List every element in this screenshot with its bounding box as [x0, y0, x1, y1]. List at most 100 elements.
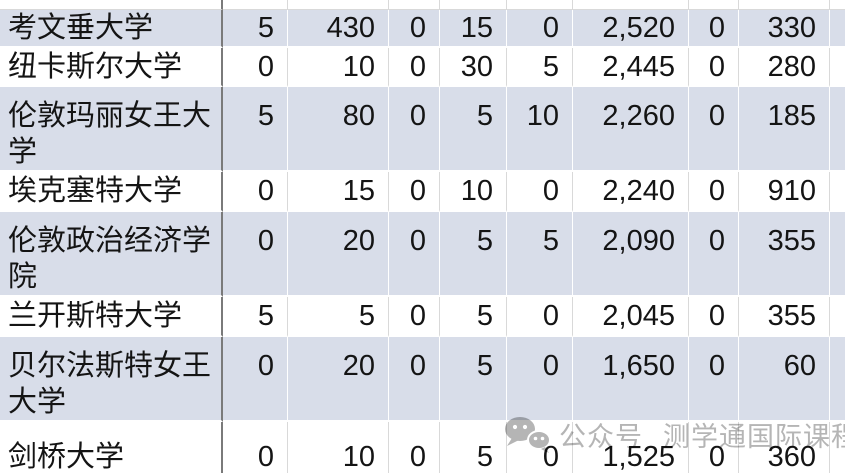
value-cell: 5 — [440, 87, 507, 172]
cut-column-cell — [830, 87, 845, 172]
value-cell: 0 — [507, 172, 573, 212]
value-cell: 0 — [689, 10, 739, 48]
value-cell: 80 — [288, 87, 389, 172]
value-cell: 0 — [507, 422, 573, 473]
value-cell: 0 — [223, 48, 288, 87]
university-name-cell: 纽卡斯尔大学 — [0, 48, 223, 87]
university-name-cell: 考文垂大学 — [0, 10, 223, 48]
table-row: 贝尔法斯特女王大学 0 20 0 5 0 1,650 0 60 — [0, 337, 845, 422]
value-cell: 2,520 — [573, 10, 689, 48]
value-cell: 15 — [440, 10, 507, 48]
value-cell: 5 — [440, 212, 507, 297]
value-cell: 2,445 — [573, 48, 689, 87]
cut-column-cell — [830, 172, 845, 212]
value-cell: 5 — [440, 422, 507, 473]
value-cell: 2,260 — [573, 87, 689, 172]
university-name-cell: 埃克塞特大学 — [0, 172, 223, 212]
value-cell: 0 — [223, 422, 288, 473]
value-cell: 1,650 — [573, 337, 689, 422]
empty-cell — [223, 0, 288, 10]
value-cell: 280 — [739, 48, 830, 87]
table-row: 纽卡斯尔大学 0 10 0 30 5 2,445 0 280 — [0, 48, 845, 87]
value-cell: 5 — [223, 87, 288, 172]
value-cell: 10 — [507, 87, 573, 172]
value-cell: 0 — [689, 337, 739, 422]
empty-cell — [507, 0, 573, 10]
value-cell: 20 — [288, 337, 389, 422]
cut-column-cell — [830, 10, 845, 48]
empty-cell — [389, 0, 440, 10]
empty-cell — [288, 0, 389, 10]
value-cell: 2,090 — [573, 212, 689, 297]
value-cell: 5 — [288, 297, 389, 337]
university-name-cell: 剑桥大学 — [0, 422, 223, 473]
value-cell: 2,045 — [573, 297, 689, 337]
value-cell: 5 — [507, 48, 573, 87]
value-cell: 1,525 — [573, 422, 689, 473]
value-cell: 0 — [389, 48, 440, 87]
cut-column-cell — [830, 422, 845, 473]
empty-cell — [0, 0, 223, 10]
empty-cell — [689, 0, 739, 10]
value-cell: 10 — [440, 172, 507, 212]
table-row: 伦敦政治经济学院 0 20 0 5 5 2,090 0 355 — [0, 212, 845, 297]
empty-cell — [573, 0, 689, 10]
value-cell: 0 — [689, 48, 739, 87]
university-name-cell: 贝尔法斯特女王大学 — [0, 337, 223, 422]
value-cell: 0 — [689, 87, 739, 172]
cropped-row-top — [0, 0, 845, 10]
value-cell: 0 — [223, 212, 288, 297]
value-cell: 0 — [689, 297, 739, 337]
table-row: 埃克塞特大学 0 15 0 10 0 2,240 0 910 — [0, 172, 845, 212]
value-cell: 330 — [739, 10, 830, 48]
cut-column-cell — [830, 48, 845, 87]
value-cell: 430 — [288, 10, 389, 48]
value-cell: 20 — [288, 212, 389, 297]
value-cell: 5 — [440, 337, 507, 422]
value-cell: 910 — [739, 172, 830, 212]
value-cell: 0 — [389, 172, 440, 212]
value-cell: 0 — [389, 297, 440, 337]
empty-cell — [830, 0, 845, 10]
value-cell: 0 — [389, 87, 440, 172]
value-cell: 15 — [288, 172, 389, 212]
value-cell: 355 — [739, 212, 830, 297]
value-cell: 0 — [223, 172, 288, 212]
value-cell: 0 — [507, 297, 573, 337]
university-name-cell: 兰开斯特大学 — [0, 297, 223, 337]
table-row: 伦敦玛丽女王大学 5 80 0 5 10 2,260 0 185 — [0, 87, 845, 172]
value-cell: 0 — [507, 337, 573, 422]
value-cell: 0 — [223, 337, 288, 422]
empty-cell — [739, 0, 830, 10]
cut-column-cell — [830, 337, 845, 422]
value-cell: 5 — [223, 10, 288, 48]
cut-column-cell — [830, 212, 845, 297]
value-cell: 0 — [389, 337, 440, 422]
value-cell: 5 — [223, 297, 288, 337]
value-cell: 10 — [288, 48, 389, 87]
value-cell: 355 — [739, 297, 830, 337]
value-cell: 0 — [689, 422, 739, 473]
value-cell: 360 — [739, 422, 830, 473]
value-cell: 0 — [689, 172, 739, 212]
value-cell: 10 — [288, 422, 389, 473]
value-cell: 30 — [440, 48, 507, 87]
university-name-cell: 伦敦政治经济学院 — [0, 212, 223, 297]
value-cell: 0 — [389, 422, 440, 473]
value-cell: 185 — [739, 87, 830, 172]
table-row: 剑桥大学 0 10 0 5 0 1,525 0 360 — [0, 422, 845, 473]
value-cell: 0 — [389, 212, 440, 297]
table-row: 考文垂大学 5 430 0 15 0 2,520 0 330 — [0, 10, 845, 48]
value-cell: 0 — [689, 212, 739, 297]
empty-cell — [440, 0, 507, 10]
value-cell: 0 — [507, 10, 573, 48]
table-row: 兰开斯特大学 5 5 0 5 0 2,045 0 355 — [0, 297, 845, 337]
value-cell: 0 — [389, 10, 440, 48]
value-cell: 2,240 — [573, 172, 689, 212]
value-cell: 5 — [507, 212, 573, 297]
university-name-cell: 伦敦玛丽女王大学 — [0, 87, 223, 172]
value-cell: 5 — [440, 297, 507, 337]
value-cell: 60 — [739, 337, 830, 422]
